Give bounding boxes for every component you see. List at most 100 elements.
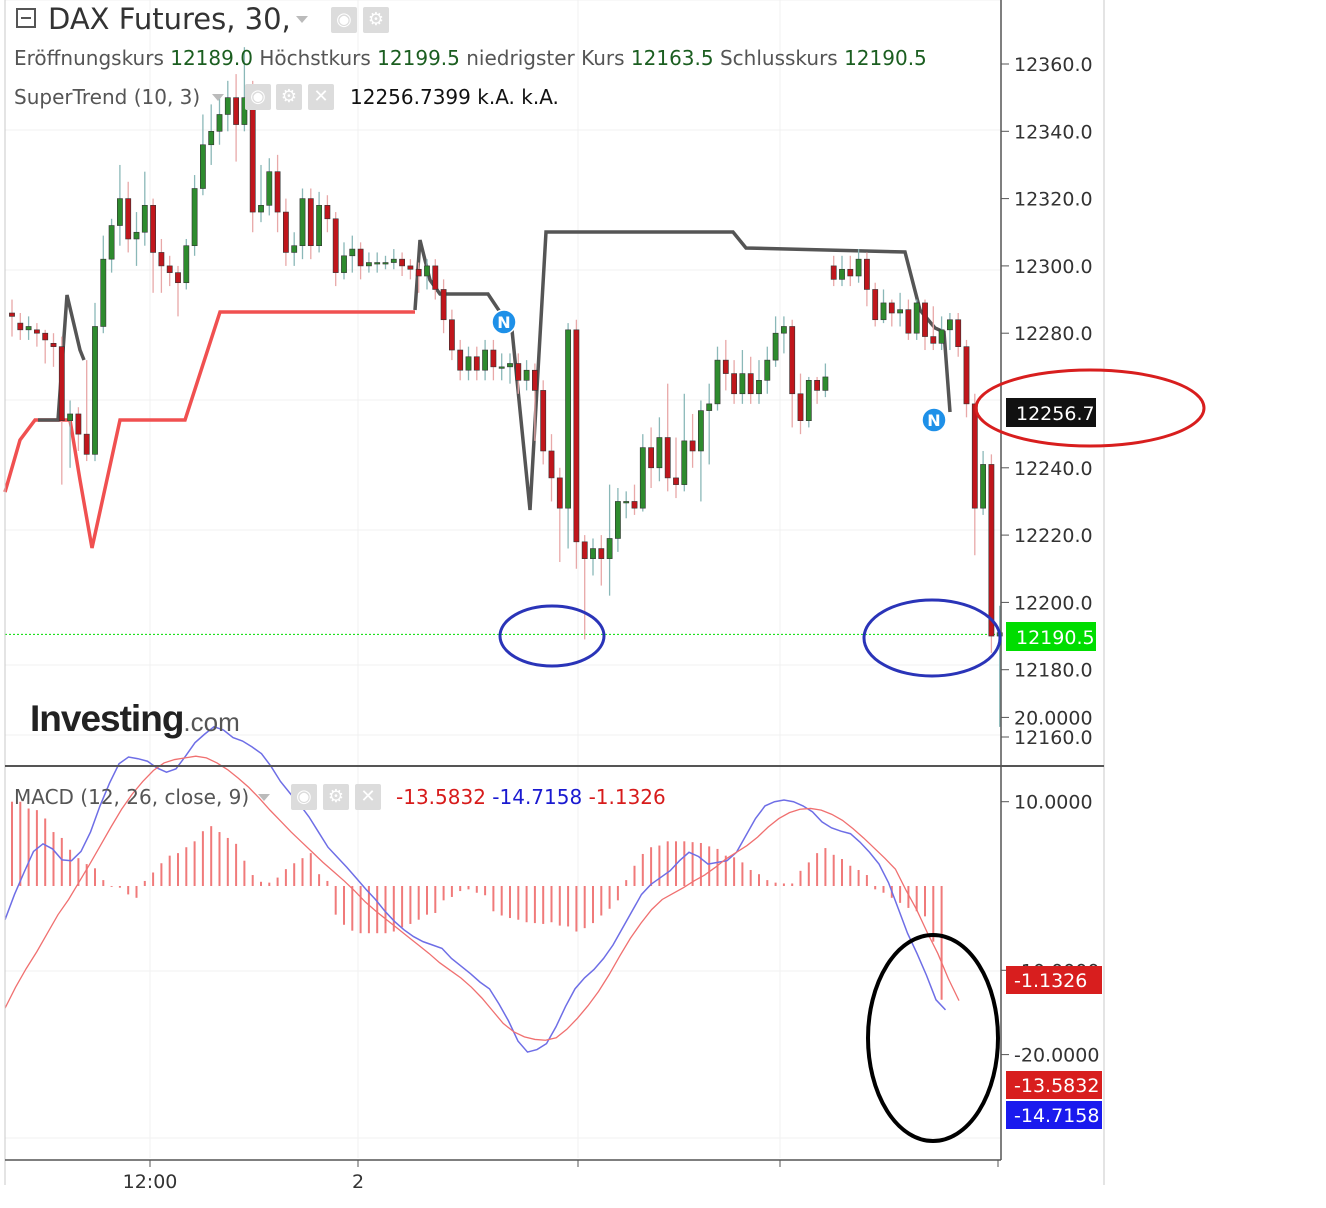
- candle[interactable]: [75, 413, 82, 435]
- candle[interactable]: [374, 262, 381, 265]
- candle[interactable]: [158, 252, 165, 267]
- candle[interactable]: [191, 188, 198, 247]
- close-icon[interactable]: ✕: [355, 784, 381, 810]
- candle[interactable]: [897, 309, 903, 314]
- candle[interactable]: [216, 114, 223, 132]
- candle[interactable]: [847, 268, 854, 277]
- candle[interactable]: [565, 329, 571, 509]
- candle[interactable]: [548, 450, 555, 479]
- candle[interactable]: [855, 258, 862, 277]
- candle[interactable]: [357, 248, 364, 267]
- supertrend-legend[interactable]: SuperTrend (10, 3): [14, 85, 201, 109]
- candle[interactable]: [490, 349, 497, 368]
- candle[interactable]: [390, 258, 397, 263]
- candle[interactable]: [963, 346, 970, 405]
- candle[interactable]: [814, 380, 820, 391]
- candle[interactable]: [83, 433, 90, 455]
- candle[interactable]: [507, 363, 513, 368]
- candle[interactable]: [598, 548, 605, 559]
- candle[interactable]: [872, 289, 879, 321]
- macd-pane[interactable]: [4, 725, 960, 1053]
- candle[interactable]: [697, 410, 704, 452]
- candle[interactable]: [415, 268, 422, 277]
- candle[interactable]: [440, 289, 447, 321]
- candle[interactable]: [166, 265, 173, 273]
- candle[interactable]: [573, 329, 580, 543]
- candle[interactable]: [656, 437, 663, 469]
- candle[interactable]: [714, 359, 721, 405]
- candle[interactable]: [764, 359, 771, 381]
- candle[interactable]: [42, 332, 49, 341]
- price-pane[interactable]: NN: [3, 47, 1003, 727]
- candle[interactable]: [523, 369, 530, 381]
- candle[interactable]: [108, 225, 115, 260]
- candle[interactable]: [92, 326, 98, 455]
- candle[interactable]: [282, 211, 289, 253]
- candle[interactable]: [266, 171, 273, 206]
- candle[interactable]: [17, 322, 24, 331]
- chevron-down-icon[interactable]: [258, 794, 270, 801]
- candle[interactable]: [888, 302, 895, 314]
- candle[interactable]: [307, 198, 314, 247]
- signal-marker[interactable]: [491, 309, 517, 335]
- candle[interactable]: [905, 309, 912, 334]
- candle[interactable]: [233, 97, 239, 125]
- gear-icon[interactable]: ⚙: [276, 84, 302, 110]
- candle[interactable]: [291, 245, 298, 253]
- candle[interactable]: [498, 366, 505, 369]
- candle[interactable]: [747, 373, 754, 395]
- candle[interactable]: [590, 548, 596, 559]
- candle[interactable]: [249, 97, 256, 213]
- candle[interactable]: [756, 380, 762, 395]
- macd-legend[interactable]: MACD (12, 26, close, 9): [14, 785, 250, 809]
- candle[interactable]: [980, 464, 986, 509]
- candle[interactable]: [133, 231, 140, 240]
- candle[interactable]: [432, 265, 439, 290]
- candle[interactable]: [224, 97, 231, 115]
- candle[interactable]: [930, 336, 937, 344]
- close-icon[interactable]: ✕: [308, 84, 334, 110]
- candle[interactable]: [639, 447, 646, 509]
- candle[interactable]: [241, 97, 248, 125]
- candle[interactable]: [482, 349, 488, 371]
- candle[interactable]: [316, 205, 322, 247]
- candle[interactable]: [274, 171, 281, 213]
- candle[interactable]: [457, 349, 464, 371]
- candle[interactable]: [614, 501, 621, 539]
- candle[interactable]: [531, 369, 538, 391]
- candle[interactable]: [946, 319, 953, 331]
- candle[interactable]: [606, 538, 613, 559]
- candle[interactable]: [332, 218, 339, 273]
- candle[interactable]: [473, 356, 480, 371]
- candle[interactable]: [797, 393, 804, 421]
- candle[interactable]: [349, 248, 356, 257]
- candle[interactable]: [540, 390, 547, 452]
- candle[interactable]: [830, 265, 837, 280]
- candle[interactable]: [33, 329, 40, 334]
- chevron-down-icon[interactable]: [296, 16, 308, 23]
- candle[interactable]: [863, 258, 870, 290]
- candle[interactable]: [722, 359, 729, 374]
- candle[interactable]: [631, 501, 638, 509]
- eye-icon[interactable]: ◉: [245, 84, 271, 110]
- eye-icon[interactable]: ◉: [291, 784, 317, 810]
- candle[interactable]: [448, 319, 455, 351]
- candle[interactable]: [25, 326, 32, 331]
- candle[interactable]: [407, 265, 414, 270]
- candle[interactable]: [681, 440, 688, 485]
- candle[interactable]: [938, 329, 945, 344]
- candle[interactable]: [141, 205, 148, 233]
- candle[interactable]: [581, 541, 588, 559]
- candle[interactable]: [623, 501, 630, 504]
- candle[interactable]: [955, 319, 962, 347]
- gear-icon[interactable]: ⚙: [363, 7, 389, 33]
- candle[interactable]: [988, 464, 995, 637]
- candle[interactable]: [880, 302, 887, 321]
- candle[interactable]: [258, 205, 264, 213]
- candle[interactable]: [913, 302, 920, 334]
- candle[interactable]: [465, 356, 472, 371]
- candle[interactable]: [200, 144, 206, 189]
- candle[interactable]: [805, 380, 812, 421]
- candle[interactable]: [922, 302, 928, 337]
